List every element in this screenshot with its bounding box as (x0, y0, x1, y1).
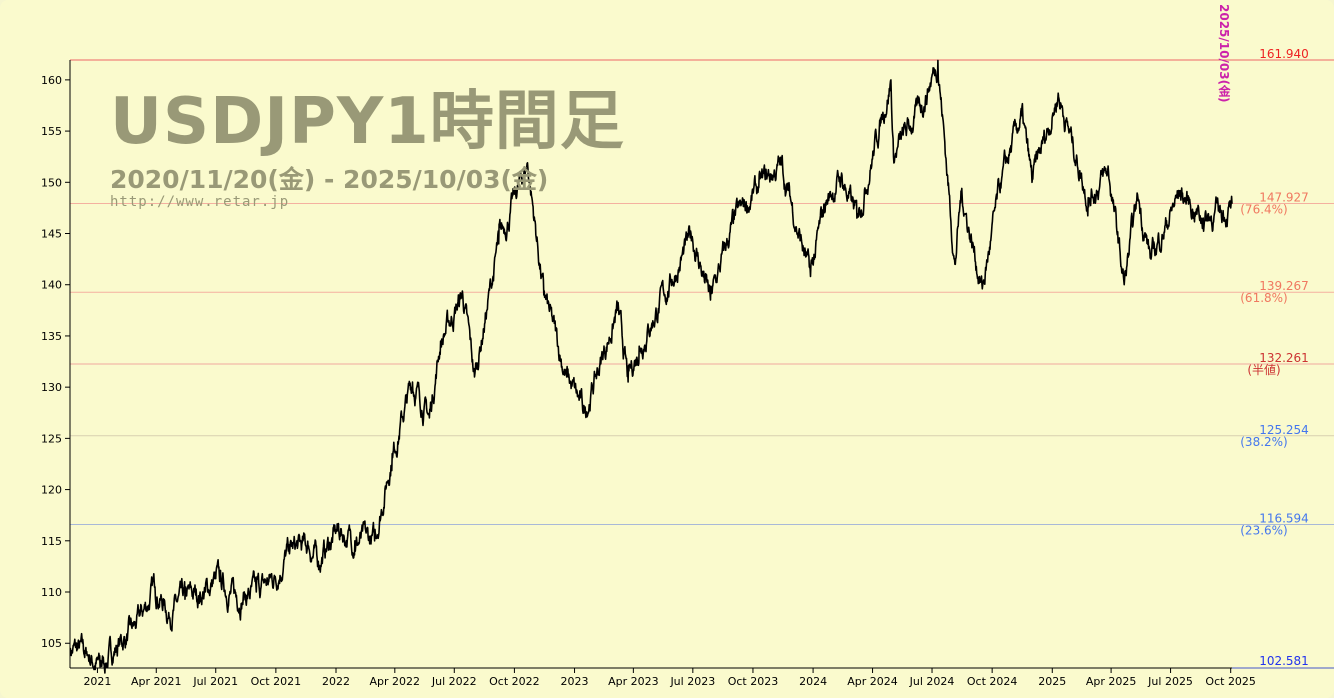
x-tick-label: Apr 2022 (370, 675, 421, 688)
level-percent: (23.6%) (1240, 523, 1287, 537)
x-tick-label: Jul 2024 (909, 675, 955, 688)
watermark-url: http://www.retar.jp (110, 194, 290, 210)
y-tick-label: 120 (41, 484, 62, 497)
x-tick-label: Jul 2021 (192, 675, 238, 688)
latest-stamp: 2025/10/03(金) (1217, 4, 1231, 103)
x-tick-label: Jul 2025 (1147, 675, 1193, 688)
x-tick-label: 2022 (322, 675, 350, 688)
level-label: 132.261 (1259, 351, 1309, 365)
y-tick-label: 140 (41, 279, 62, 292)
x-tick-label: Oct 2024 (967, 675, 1018, 688)
x-tick-label: Oct 2022 (489, 675, 540, 688)
level-label: 139.267 (1259, 279, 1309, 293)
y-tick-label: 115 (41, 535, 62, 548)
x-tick-label: 2025 (1038, 675, 1066, 688)
x-tick-label: 2021 (83, 675, 111, 688)
x-tick-label: 2024 (799, 675, 827, 688)
x-tick-label: Apr 2025 (1086, 675, 1137, 688)
x-tick-label: Oct 2025 (1205, 675, 1256, 688)
x-tick-label: Jul 2022 (431, 675, 477, 688)
y-tick-label: 160 (41, 74, 62, 87)
x-tick-label: Oct 2023 (728, 675, 779, 688)
y-tick-label: 135 (41, 330, 62, 343)
level-percent: (38.2%) (1240, 435, 1287, 449)
axes: 105 110 115 120 125 130 135 140 145 150 155 160 2021… (41, 60, 1256, 688)
y-tick-label: 105 (41, 637, 62, 650)
y-tick-label: 125 (41, 432, 62, 445)
price-line (69, 59, 1233, 674)
level-label: 116.594 (1259, 511, 1309, 525)
level-label: 102.581 (1259, 654, 1309, 668)
y-tick-label: 145 (41, 228, 62, 241)
level-percent: (76.4%) (1240, 203, 1287, 217)
x-tick-label: Oct 2021 (251, 675, 302, 688)
y-tick-label: 150 (41, 176, 62, 189)
chart-subtitle: 2020/11/20(金) - 2025/10/03(金) (110, 165, 549, 194)
y-tick-label: 155 (41, 125, 62, 138)
x-tick-label: Apr 2021 (131, 675, 182, 688)
level-label: 161.940 (1259, 47, 1309, 61)
y-tick-label: 130 (41, 381, 62, 394)
chart-title: USDJPY1時間足 (110, 85, 625, 159)
x-tick-label: Apr 2024 (847, 675, 898, 688)
level-percent: (半値) (1247, 362, 1280, 377)
level-percent: (61.8%) (1240, 291, 1287, 305)
y-tick-label: 110 (41, 586, 62, 599)
level-label: 147.927 (1259, 191, 1309, 205)
x-tick-label: Apr 2023 (608, 675, 659, 688)
x-tick-label: 2023 (561, 675, 589, 688)
level-label: 125.254 (1259, 423, 1309, 437)
x-tick-label: Jul 2023 (669, 675, 715, 688)
